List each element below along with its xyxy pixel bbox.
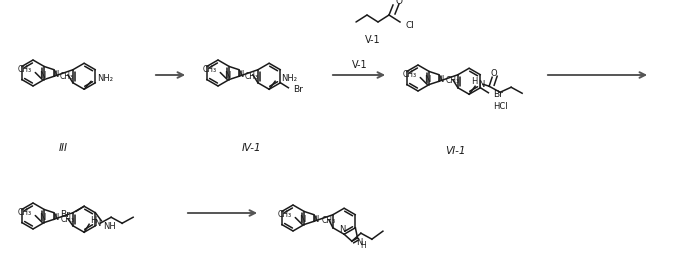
Text: CH₃: CH₃ <box>60 72 74 81</box>
Text: V-1: V-1 <box>352 60 368 70</box>
Text: N: N <box>424 76 431 85</box>
Text: N: N <box>52 213 58 222</box>
Text: HCl: HCl <box>494 102 508 111</box>
Text: NH: NH <box>104 222 116 231</box>
Text: CH₃: CH₃ <box>61 215 75 224</box>
Text: N: N <box>237 70 243 79</box>
Text: CH₃: CH₃ <box>277 210 291 219</box>
Text: CH₃: CH₃ <box>322 216 336 225</box>
Text: N: N <box>339 225 345 234</box>
Text: N: N <box>52 70 58 79</box>
Text: H: H <box>90 216 97 225</box>
Text: H: H <box>361 241 366 251</box>
Text: N: N <box>39 71 45 80</box>
Text: CH₃: CH₃ <box>17 208 31 217</box>
Text: NH₂: NH₂ <box>281 74 297 83</box>
Text: Br: Br <box>60 210 70 219</box>
Text: N: N <box>312 215 318 224</box>
Text: IV-1: IV-1 <box>242 143 262 153</box>
Text: N: N <box>224 71 230 80</box>
Text: H: H <box>471 77 477 86</box>
Text: III: III <box>58 143 68 153</box>
Text: Cl: Cl <box>405 20 414 30</box>
Text: CH₃: CH₃ <box>202 65 216 74</box>
Text: N: N <box>356 239 363 247</box>
Text: N: N <box>39 213 45 222</box>
Text: CH₃: CH₃ <box>245 72 259 81</box>
Text: N: N <box>478 80 485 89</box>
Text: NH₂: NH₂ <box>97 74 113 83</box>
Text: CH₃: CH₃ <box>446 76 460 85</box>
Text: Br: Br <box>293 85 303 94</box>
Text: N: N <box>437 75 443 84</box>
Text: O: O <box>395 0 403 6</box>
Text: VI-1: VI-1 <box>445 146 465 156</box>
Text: N: N <box>299 215 305 225</box>
Text: Br: Br <box>494 90 503 99</box>
Text: CH₃: CH₃ <box>17 65 31 74</box>
Text: V-1: V-1 <box>365 35 380 45</box>
Text: N: N <box>94 219 100 228</box>
Text: O: O <box>491 69 498 78</box>
Text: CH₃: CH₃ <box>402 70 416 79</box>
